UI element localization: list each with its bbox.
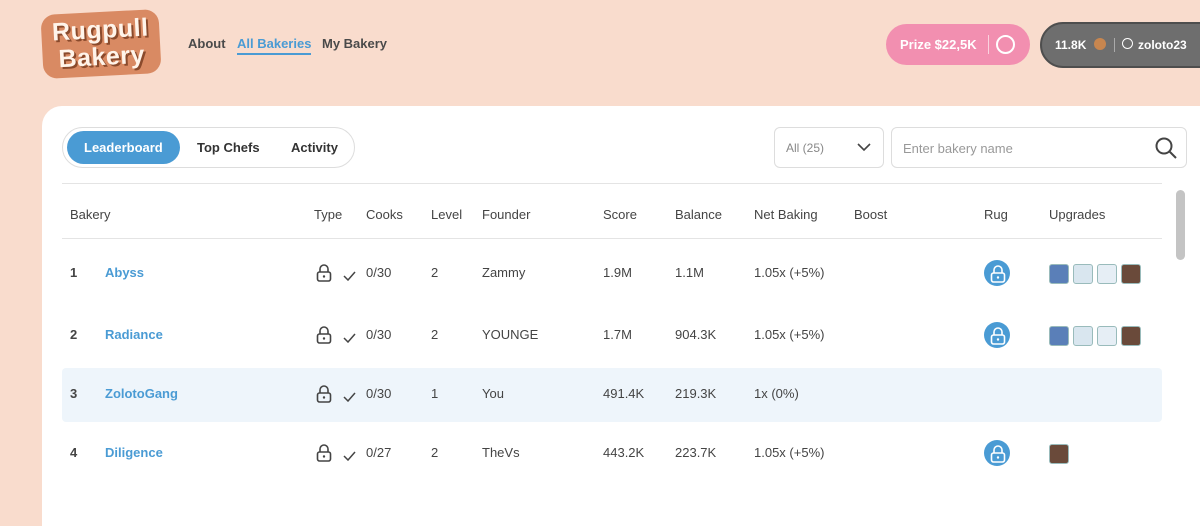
- check-icon: [343, 268, 356, 286]
- chevron: [857, 143, 871, 152]
- divider: [988, 35, 989, 54]
- rug-button: [984, 440, 1010, 466]
- upgrade-icon: [1073, 326, 1093, 346]
- column-header: Upgrades: [1049, 207, 1106, 222]
- upgrade-icon: [1121, 264, 1141, 284]
- search-input[interactable]: Enter bakery name: [891, 127, 1187, 168]
- column-header: Rug: [984, 207, 1008, 222]
- table-cell: TheVs: [482, 445, 520, 460]
- column-header: Level: [431, 207, 463, 222]
- lock-icon: [316, 264, 332, 287]
- column-header: Bakery: [70, 207, 111, 222]
- table-cell: 1.9M: [603, 265, 632, 280]
- username: zoloto23: [1138, 38, 1187, 52]
- upgrade-icon: [1049, 444, 1069, 464]
- user-pill[interactable]: 11.8K zoloto23: [1040, 22, 1200, 68]
- upgrade-icon: [1073, 264, 1093, 284]
- table-cell: 0/30: [366, 386, 392, 401]
- user-icon: [1122, 38, 1133, 49]
- table-cell: 0/30: [366, 265, 392, 280]
- upgrade-icon: [1097, 326, 1117, 346]
- logo[interactable]: Rugpull Bakery: [40, 8, 162, 80]
- search-icon: [1155, 137, 1177, 159]
- column-header: Score: [603, 207, 637, 222]
- check-icon: [343, 448, 356, 466]
- lock-icon: [316, 385, 332, 408]
- tab[interactable]: Top Chefs: [197, 140, 260, 155]
- table-cell: 0/30: [366, 327, 392, 342]
- table-cell: Zammy: [482, 265, 526, 280]
- table-cell: 2: [431, 265, 439, 280]
- row-highlight: [62, 368, 1162, 422]
- column-header: Type: [314, 207, 343, 222]
- prize-text: Prize $22,5K: [900, 37, 977, 52]
- table-cell: 2: [431, 445, 439, 460]
- table-cell: Abyss: [105, 265, 145, 280]
- table-cell: Diligence: [105, 445, 163, 460]
- scrollbar[interactable]: [1176, 190, 1185, 260]
- upgrade-icon: [1097, 264, 1117, 284]
- rug-button: [984, 322, 1010, 348]
- filter-text: All (25): [786, 141, 825, 155]
- logo-text: Bakery: [57, 40, 146, 74]
- table-cell: 2: [431, 327, 439, 342]
- upgrade-icon: [1049, 264, 1069, 284]
- table-cell: 2: [70, 327, 78, 342]
- tab-group: [62, 127, 355, 168]
- table-cell: You: [482, 386, 504, 401]
- page: {"logo": ["Rugpull", "Bakery"], "nav": […: [40, 8, 1200, 526]
- table-cell: 1: [70, 265, 78, 280]
- table-cell: Radiance: [105, 327, 163, 342]
- table-cell: 1: [431, 386, 439, 401]
- upgrade-icon: [1121, 326, 1141, 346]
- table-cell: 3: [70, 386, 78, 401]
- check-icon: [343, 389, 356, 407]
- divider: [1114, 38, 1115, 52]
- table-cell: 443.2K: [603, 445, 645, 460]
- upgrade-icon: [1049, 326, 1069, 346]
- cookie-icon: [1094, 38, 1106, 50]
- column-header: Net Baking: [754, 207, 818, 222]
- nav-link[interactable]: About: [188, 36, 226, 51]
- column-header: Boost: [854, 207, 888, 222]
- tab[interactable]: Activity: [291, 140, 338, 155]
- table-cell: 0/27: [366, 445, 392, 460]
- table-cell: YOUNGE: [482, 327, 539, 342]
- tab[interactable]: Leaderboard: [84, 140, 163, 155]
- check-icon: [343, 330, 356, 348]
- nav-link[interactable]: All Bakeries: [237, 36, 312, 55]
- table-cell: 491.4K: [603, 386, 645, 401]
- table-cell: 1x (0%): [754, 386, 799, 401]
- divider: [62, 183, 1162, 184]
- card: [42, 106, 1200, 526]
- table-cell: 223.7K: [675, 445, 717, 460]
- table-cell: 1.1M: [675, 265, 704, 280]
- rug-button: [984, 260, 1010, 286]
- nav-link[interactable]: My Bakery: [322, 36, 388, 51]
- filter-select[interactable]: All (25): [774, 127, 884, 168]
- table-cell: 219.3K: [675, 386, 717, 401]
- divider: [62, 238, 1162, 239]
- tab-active-bg: [67, 131, 180, 164]
- table-cell: 904.3K: [675, 327, 717, 342]
- lock-icon: [316, 326, 332, 349]
- column-header: Balance: [675, 207, 722, 222]
- table-cell: 1.05x (+5%): [754, 327, 825, 342]
- search-placeholder: Enter bakery name: [903, 141, 1013, 156]
- table-cell: ZolotoGang: [105, 386, 178, 401]
- cookie-balance: 11.8K: [1055, 38, 1087, 52]
- prize-button[interactable]: Prize $22,5K: [886, 24, 1030, 65]
- spinner: [996, 35, 1015, 54]
- table-cell: 4: [70, 445, 78, 460]
- column-header: Founder: [482, 207, 531, 222]
- table-cell: 1.7M: [603, 327, 632, 342]
- table-cell: 1.05x (+5%): [754, 265, 825, 280]
- table-cell: 1.05x (+5%): [754, 445, 825, 460]
- lock-icon: [316, 444, 332, 467]
- column-header: Cooks: [366, 207, 403, 222]
